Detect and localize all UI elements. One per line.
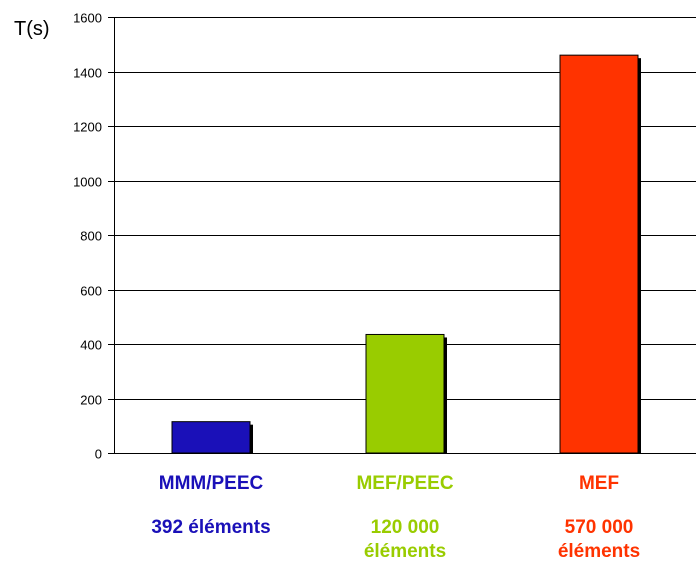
y-tick-label: 400 <box>80 338 102 353</box>
y-tick-label: 800 <box>80 229 102 244</box>
category-sublabel: 120 000 éléments <box>363 517 447 562</box>
y-tick-label: 1600 <box>73 11 102 26</box>
category-label: MEF/PEEC <box>356 473 454 494</box>
bar <box>365 333 445 454</box>
y-tick-label: 600 <box>80 284 102 299</box>
y-axis-label: T(s) <box>14 18 50 40</box>
category-label: MEF <box>578 473 620 494</box>
y-tick-label: 1000 <box>73 175 102 190</box>
bar <box>171 421 251 454</box>
grid-layer <box>114 17 696 400</box>
y-tick-label: 200 <box>80 393 102 408</box>
y-tick-label: 1400 <box>73 66 102 81</box>
category-label: MMM/PEEC <box>158 473 264 494</box>
category-sublabel: 392 éléments <box>151 517 271 538</box>
category-sublabel: 570 000 éléments <box>557 517 641 562</box>
bar <box>559 54 639 454</box>
y-tick-labels: 0 200 400 600 800 1000 1200 1400 1600 <box>73 11 102 462</box>
bar-layer <box>171 54 641 454</box>
y-tick-label: 1200 <box>73 120 102 135</box>
y-tick-label: 0 <box>95 447 102 462</box>
